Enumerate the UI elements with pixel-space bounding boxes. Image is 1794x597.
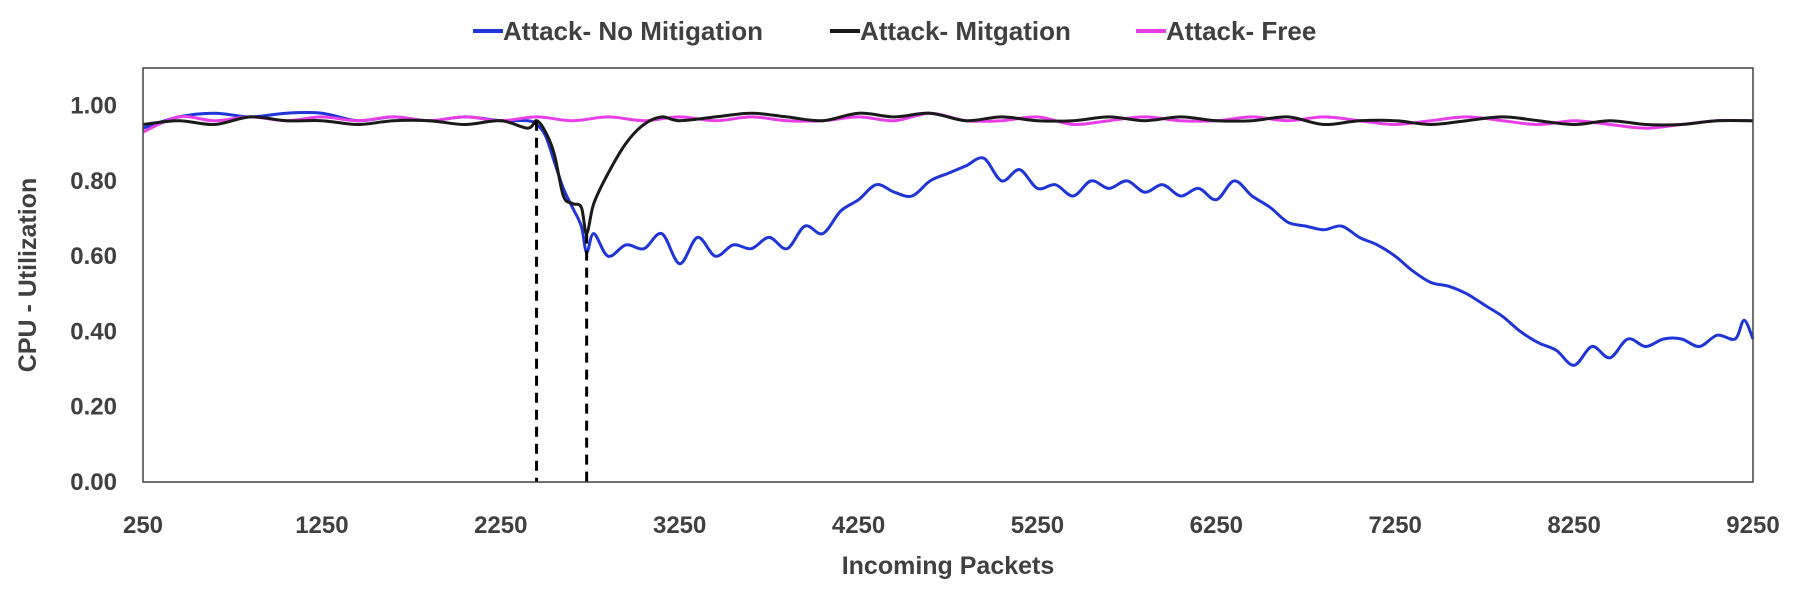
y-axis-title: CPU - Utilization [14, 178, 42, 372]
x-tick-label: 3250 [653, 512, 706, 539]
x-tick-label: 250 [123, 512, 163, 539]
x-tick-label: 1250 [295, 512, 348, 539]
y-tick-label: 0.20 [70, 394, 117, 421]
y-tick-label: 0.60 [70, 243, 117, 270]
legend-label-attack-free: Attack- Free [1166, 16, 1316, 46]
x-tick-label: 5250 [1011, 512, 1064, 539]
legend-item-attack-free: Attack- Free [1136, 16, 1316, 46]
x-tick-label: 8250 [1547, 512, 1600, 539]
x-tick-label: 4250 [832, 512, 885, 539]
x-tick-label: 2250 [474, 512, 527, 539]
x-tick-label: 7250 [1369, 512, 1422, 539]
legend-label-no-mitigation: Attack- No Mitigation [503, 16, 763, 46]
legend-item-mitigation: Attack- Mitgation [830, 16, 1071, 46]
y-tick-label: 1.00 [70, 93, 117, 120]
series-layer [142, 110, 1755, 367]
plot-area-border [142, 67, 1754, 483]
x-axis-title: Incoming Packets [842, 552, 1055, 580]
y-tick-label: 0.40 [70, 318, 117, 345]
legend: Attack- No Mitigation Attack- Mitgation … [473, 16, 1316, 46]
series-line-mitigation [142, 111, 1754, 236]
legend-item-no-mitigation: Attack- No Mitigation [473, 16, 763, 46]
x-tick-label: 6250 [1190, 512, 1243, 539]
y-tick-label: 0.80 [70, 168, 117, 195]
x-axis-ticks: 250 1250 2250 3250 4250 5250 6250 7250 8250 9250 [123, 512, 1780, 539]
x-tick-label: 9250 [1726, 512, 1779, 539]
marker-layer [535, 120, 589, 482]
legend-label-mitigation: Attack- Mitgation [860, 16, 1071, 46]
y-tick-label: 0.00 [70, 469, 117, 496]
y-axis-ticks: 0.00 0.20 0.40 0.60 0.80 1.00 [70, 93, 117, 496]
